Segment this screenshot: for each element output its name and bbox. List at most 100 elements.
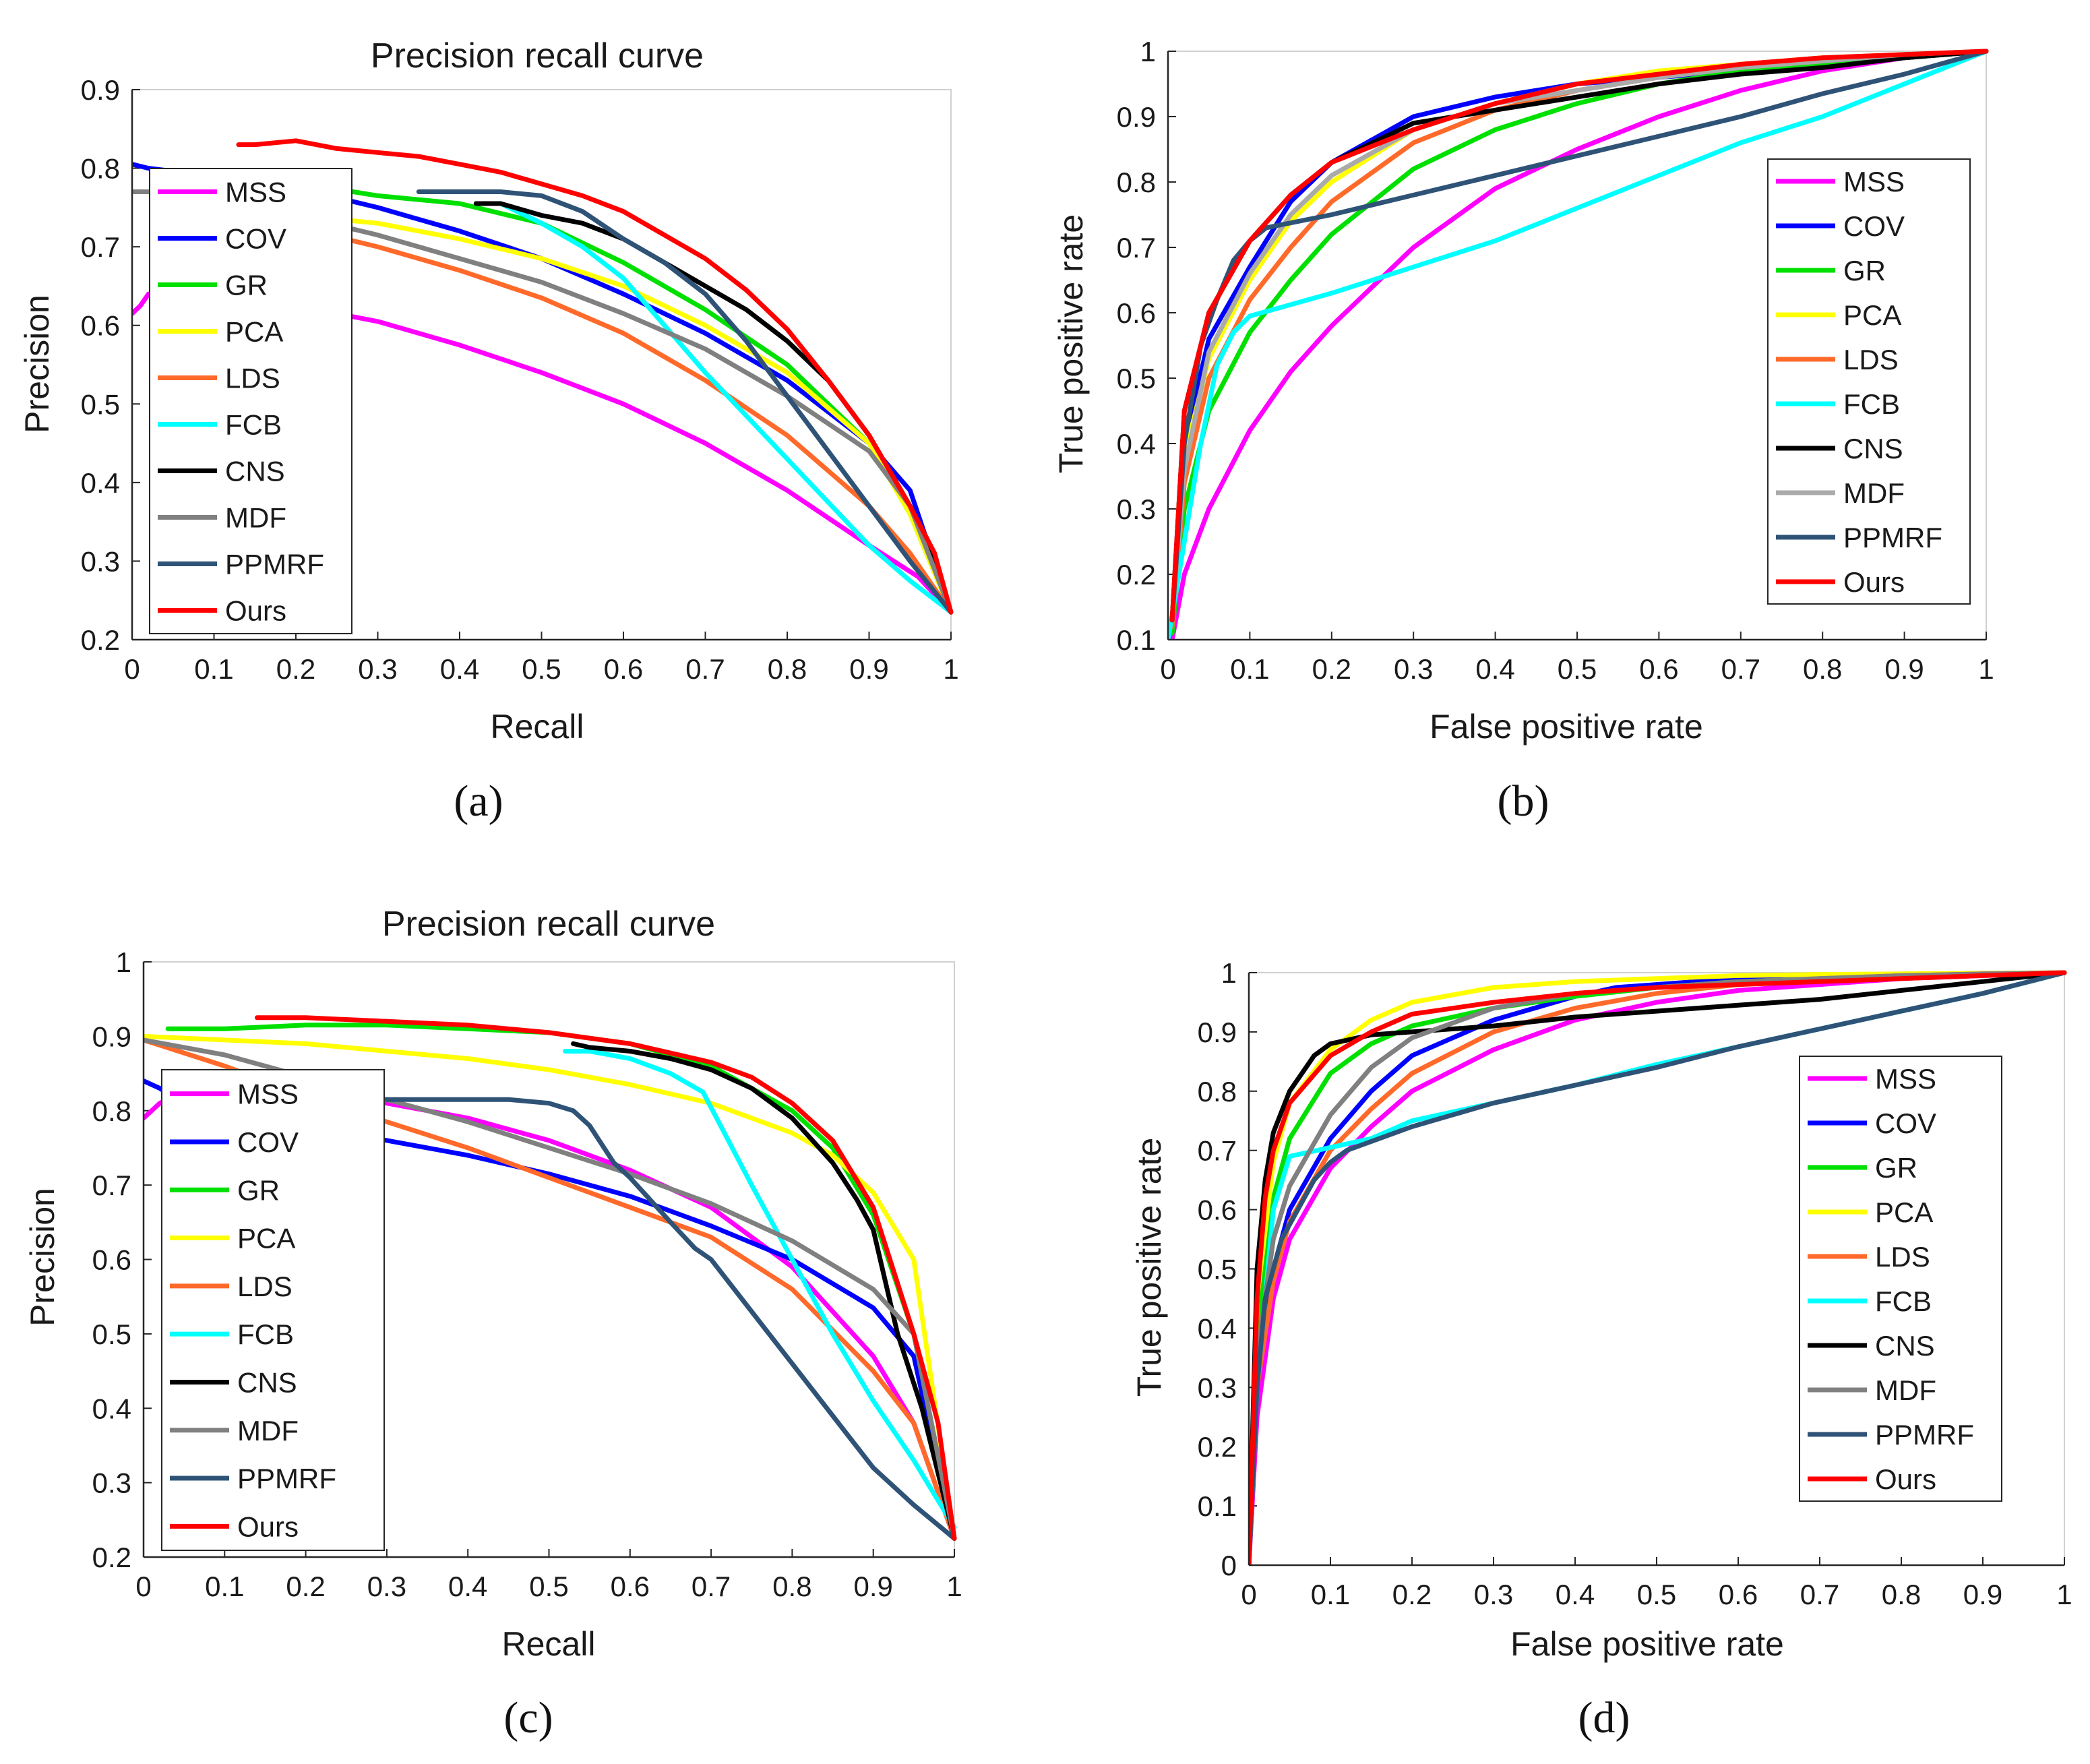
legend-box-a [149, 168, 352, 634]
x-tick-label-c: 1 [946, 1571, 962, 1602]
y-tick-label-a: 0.7 [81, 231, 120, 263]
legend-label-c-lds: LDS [237, 1271, 293, 1302]
legend-label-c-pca: PCA [237, 1223, 295, 1254]
x-tick-label-d: 0.4 [1556, 1579, 1595, 1610]
legend-label-d-gr: GR [1875, 1152, 1917, 1184]
y-tick-label-b: 0.2 [1117, 559, 1156, 590]
legend-box-b [1767, 158, 1971, 605]
panel-a-title: Precision recall curve [371, 36, 704, 75]
series-line-b-mss [1169, 49, 1989, 640]
x-tick-label-c: 0 [135, 1571, 151, 1602]
x-tick-label-b: 0.2 [1312, 653, 1351, 685]
panel-c-title: Precision recall curve [382, 905, 715, 944]
legend-label-a-fcb: FCB [225, 409, 282, 441]
legend-label-a-cov: COV [225, 223, 286, 255]
legend-label-d-mdf: MDF [1875, 1374, 1936, 1406]
series-line-b-gr [1169, 49, 1989, 636]
y-tick-label-c: 0.8 [92, 1095, 131, 1127]
series-line-d-cns [1249, 970, 2067, 1565]
y-tick-label-b: 0.1 [1117, 624, 1156, 656]
series-line-a-ours [236, 138, 954, 615]
x-tick-label-c: 0.3 [367, 1571, 406, 1602]
y-tick-label-b: 1 [1140, 36, 1156, 67]
legend-label-a-ours: Ours [225, 595, 286, 627]
x-tick-label-a: 0.4 [440, 653, 479, 685]
y-tick-label-c: 0.2 [92, 1542, 131, 1573]
panel-d-xlabel: False positive rate [1510, 1625, 1784, 1663]
legend-label-d-ppmrf: PPMRF [1875, 1419, 1974, 1451]
panel-a-ylabel: Precision [18, 295, 56, 433]
series-line-d-pca [1249, 970, 2067, 1565]
x-tick-label-a: 1 [943, 653, 958, 685]
x-tick-label-d: 0.9 [1963, 1579, 2002, 1610]
legend-b: MSS COV GR PCA LDS FCB CNS MDF PPMRF Ours [1767, 158, 1971, 605]
legend-label-c-ppmrf: PPMRF [237, 1463, 336, 1494]
y-tick-label-c: 1 [116, 946, 131, 978]
x-tick-label-b: 0.3 [1394, 653, 1433, 685]
legend-label-b-ppmrf: PPMRF [1843, 522, 1942, 553]
x-tick-label-b: 0.4 [1475, 653, 1514, 685]
legend-label-a-cns: CNS [225, 456, 285, 487]
series-line-d-ours [1249, 970, 2067, 1565]
y-tick-label-a: 0.5 [81, 388, 120, 420]
x-tick-label-d: 0.1 [1311, 1579, 1350, 1610]
y-tick-label-d: 1 [1221, 957, 1237, 989]
legend-label-c-mdf: MDF [237, 1415, 299, 1447]
legend-label-b-fcb: FCB [1843, 388, 1900, 420]
series-line-d-mdf [1249, 970, 2067, 1565]
y-tick-label-b: 0.3 [1117, 493, 1156, 525]
y-tick-label-d: 0.1 [1198, 1490, 1237, 1522]
y-tick-label-b: 0.7 [1117, 232, 1156, 264]
y-tick-label-d: 0.5 [1198, 1254, 1237, 1285]
panel-c-xlabel: Recall [502, 1625, 596, 1663]
legend-d: MSS COV GR PCA LDS FCB CNS MDF PPMRF Ours [1799, 1056, 2002, 1502]
y-tick-label-a: 0.8 [81, 153, 120, 185]
x-tick-label-b: 1 [1978, 653, 1994, 685]
legend-label-c-cns: CNS [237, 1366, 297, 1398]
y-tick-label-d: 0.2 [1198, 1431, 1237, 1463]
series-line-b-fcb [1168, 49, 1989, 640]
x-tick-label-c: 0.4 [448, 1571, 487, 1602]
legend-label-d-lds: LDS [1875, 1241, 1930, 1273]
x-tick-label-a: 0.1 [194, 653, 233, 685]
y-tick-label-c: 0.4 [92, 1393, 131, 1424]
y-tick-label-c: 0.5 [92, 1318, 131, 1350]
y-tick-label-d: 0.3 [1198, 1372, 1237, 1403]
panel-c: Precision recall curve Recall Precision … [24, 905, 715, 1742]
panel-d-caption: (d) [1578, 1693, 1630, 1742]
x-tick-label-d: 0.5 [1637, 1579, 1676, 1610]
y-tick-label-d: 0 [1221, 1550, 1237, 1581]
x-tick-label-a: 0.5 [522, 653, 561, 685]
series-line-b-ppmrf [1169, 49, 1989, 623]
series-line-a-fcb [473, 201, 954, 615]
series-line-a-ppmrf [416, 189, 954, 615]
series-line-c-ppmrf [384, 1097, 957, 1541]
legend-label-b-lds: LDS [1843, 344, 1899, 375]
legend-label-d-ours: Ours [1875, 1463, 1936, 1495]
x-tick-label-a: 0.3 [358, 653, 397, 685]
series-line-c-pca [144, 1033, 957, 1541]
legend-label-c-fcb: FCB [237, 1318, 294, 1350]
x-tick-label-a: 0.6 [604, 653, 643, 685]
legend-label-d-pca: PCA [1875, 1196, 1933, 1228]
x-tick-label-b: 0.9 [1884, 653, 1924, 685]
x-tick-label-a: 0.7 [685, 653, 725, 685]
panel-d: False positive rate True positive rate (… [1130, 1138, 1784, 1742]
x-tick-label-b: 0.7 [1721, 653, 1760, 685]
y-tick-label-a: 0.9 [81, 74, 120, 106]
y-tick-label-d: 0.6 [1198, 1194, 1237, 1226]
panel-b-caption: (b) [1498, 777, 1549, 826]
y-tick-label-a: 0.3 [81, 545, 120, 577]
x-tick-label-d: 1 [2056, 1579, 2072, 1610]
legend-box-d [1799, 1056, 2002, 1502]
y-tick-label-b: 0.6 [1117, 297, 1156, 329]
legend-label-c-gr: GR [237, 1174, 280, 1206]
y-tick-label-c: 0.9 [92, 1021, 131, 1052]
panel-a-xlabel: Recall [491, 708, 584, 746]
legend-box-c [161, 1069, 385, 1551]
chart-d: 0 0.1 0.2 0.3 0.4 0.5 0.6 0.7 0.8 0.9 1 0 0.1 0.2 0.3 0… [1198, 957, 2072, 1610]
panel-c-caption: (c) [503, 1693, 553, 1742]
x-tick-label-d: 0 [1241, 1579, 1256, 1610]
x-tick-label-d: 0.2 [1392, 1579, 1432, 1610]
